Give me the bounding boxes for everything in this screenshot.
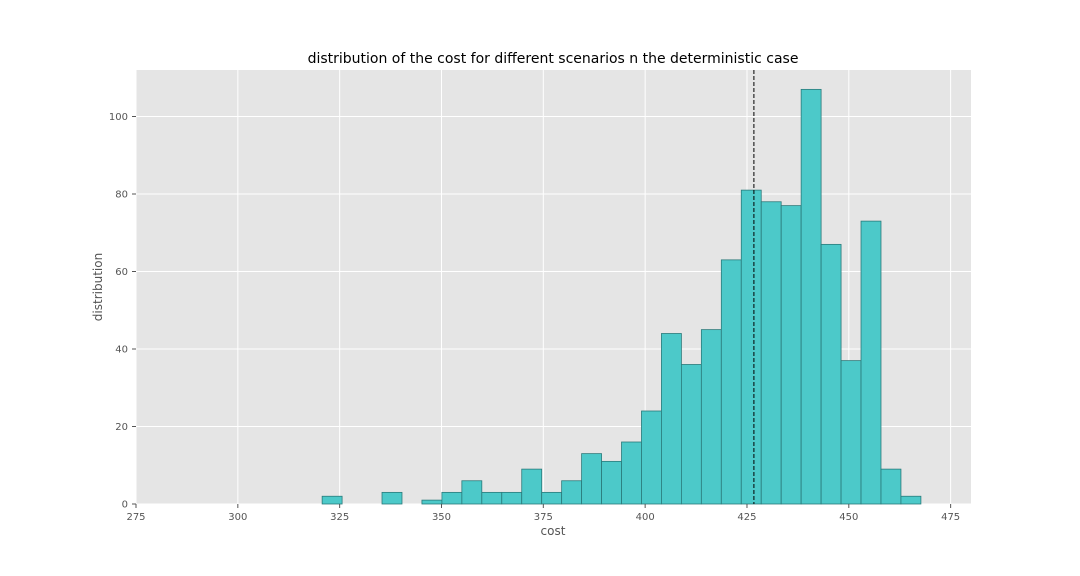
histogram-bar (541, 491, 563, 505)
histogram-bar (760, 201, 782, 505)
x-tick-label: 400 (636, 512, 655, 523)
histogram-bars (321, 88, 922, 505)
x-axis-ticks: 275 300 325 350 375 400 425 450 475 (126, 504, 960, 523)
histogram-bar (581, 453, 602, 505)
histogram-bar (601, 460, 622, 505)
y-tick-label: 0 (122, 500, 128, 511)
histogram-bar (900, 495, 922, 505)
y-tick-label: 100 (109, 112, 128, 123)
histogram-bar (561, 480, 583, 505)
histogram-bar (740, 189, 762, 505)
histogram-bar (641, 410, 662, 505)
histogram-bar (421, 499, 443, 505)
x-tick-label: 425 (737, 512, 756, 523)
histogram-bar (840, 360, 862, 505)
histogram-bar (441, 491, 463, 505)
histogram-bar (700, 329, 722, 505)
y-axis-label: distribution (91, 253, 105, 321)
histogram-bar (780, 205, 802, 505)
histogram-bar (860, 220, 882, 505)
x-tick-label: 275 (126, 512, 145, 523)
y-tick-label: 80 (115, 190, 128, 201)
histogram-bar (820, 243, 842, 505)
histogram-bar (501, 491, 523, 505)
histogram-bar (321, 495, 343, 505)
histogram-bar (521, 468, 543, 505)
histogram-bar (880, 468, 902, 505)
histogram-bar (661, 333, 682, 505)
histogram-bar (800, 88, 822, 505)
x-tick-label: 325 (330, 512, 349, 523)
y-axis-ticks: 0 20 40 60 80 100 (109, 112, 136, 511)
x-tick-label: 300 (228, 512, 247, 523)
x-axis-label: cost (541, 524, 566, 538)
histogram-bar (381, 491, 403, 505)
x-tick-label: 375 (534, 512, 553, 523)
x-tick-label: 450 (839, 512, 858, 523)
histogram-bar (461, 480, 483, 505)
histogram-bar (621, 441, 642, 505)
y-tick-label: 40 (115, 345, 128, 356)
y-tick-label: 20 (115, 422, 128, 433)
x-tick-label: 475 (941, 512, 960, 523)
histogram-bar (680, 364, 702, 505)
histogram-bar (720, 259, 742, 505)
y-tick-label: 60 (115, 267, 128, 278)
x-tick-label: 350 (432, 512, 451, 523)
histogram-bar (481, 491, 503, 505)
chart-title: distribution of the cost for different s… (308, 51, 799, 67)
